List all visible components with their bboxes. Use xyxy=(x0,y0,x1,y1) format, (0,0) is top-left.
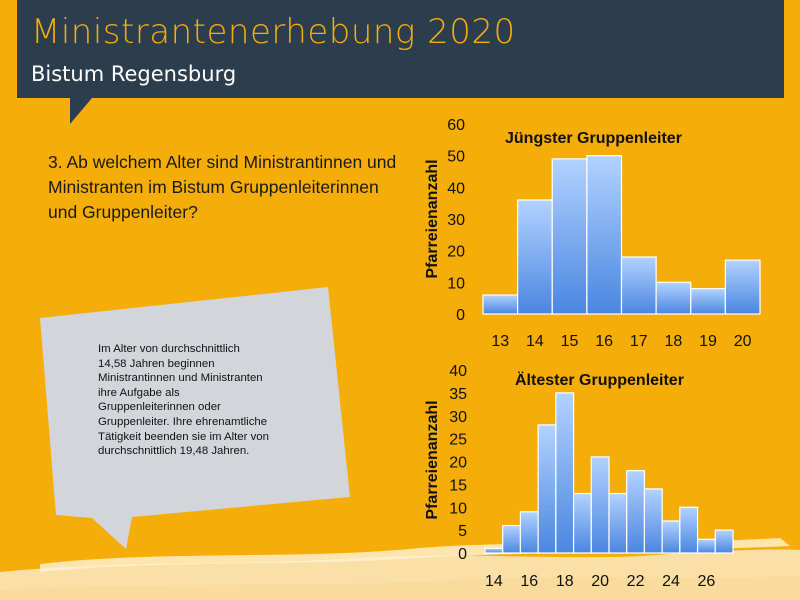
chart1-xtick-label: 20 xyxy=(734,333,752,350)
chart2-bar-26 xyxy=(696,538,716,554)
chart1-ytick-label: 60 xyxy=(447,117,465,134)
question-text: 3. Ab welchem Alter sind Ministrantinnen… xyxy=(48,152,397,222)
page-subtitle: Bistum Regensburg xyxy=(31,62,237,86)
chart1-xtick-label: 13 xyxy=(491,333,509,350)
chart2-ytick-label: 30 xyxy=(449,409,467,426)
chart-aeltester-gruppenleiter: 0 5 10 15 20 25 30 35 40 14 16 18 20 22 24 26 Ältester… xyxy=(424,363,734,590)
chart2-bar-25 xyxy=(679,506,699,554)
chart-juengster-gruppenleiter: 0 10 20 30 40 50 60 13 14 15 16 17 18 19 20 Jüngster … xyxy=(424,117,761,350)
chart1-xtick-label: 16 xyxy=(595,333,613,350)
speech-bubble-shape xyxy=(40,287,350,549)
chart2-bar-19 xyxy=(572,492,592,554)
chart1-ytick-label: 50 xyxy=(447,149,465,166)
chart2-bar-17 xyxy=(537,424,557,554)
chart1-xtick-label: 14 xyxy=(526,333,544,350)
chart1-bar-16 xyxy=(586,155,623,315)
chart2-title: Ältester Gruppenleiter xyxy=(515,371,684,389)
chart1-bar-19 xyxy=(690,288,726,315)
chart1-bar-18 xyxy=(655,281,692,315)
chart2-bar-21 xyxy=(608,492,628,554)
header-callout-tail xyxy=(70,98,92,124)
chart1-xtick-label: 17 xyxy=(630,333,648,350)
chart2-bar-24 xyxy=(661,520,681,554)
chart1-xtick-label: 18 xyxy=(665,333,683,350)
chart2-ytick-label: 20 xyxy=(449,455,467,472)
chart1-bar-17 xyxy=(620,256,657,315)
chart2-ytick-label: 25 xyxy=(449,432,467,449)
chart1-xtick-label: 19 xyxy=(699,333,717,350)
chart2-ytick-label: 40 xyxy=(449,363,467,380)
page-title: Ministrantenerhebung 2020 xyxy=(31,12,516,52)
chart2-bar-16 xyxy=(519,511,539,554)
chart1-ytick-label: 20 xyxy=(447,244,465,261)
chart1-bar-13 xyxy=(482,294,519,315)
chart1-title: Jüngster Gruppenleiter xyxy=(505,130,682,147)
callout-text: Im Alter von durchschnittlich 14,58 Jahr… xyxy=(98,343,269,458)
header-bar: Ministrantenerhebung 2020 Bistum Regensb… xyxy=(17,0,784,98)
chart1-xtick-label: 15 xyxy=(561,333,579,350)
chart2-xtick-label: 22 xyxy=(627,573,645,590)
chart2-bar-15 xyxy=(502,524,522,554)
chart2-xtick-label: 14 xyxy=(485,573,503,590)
chart2-xtick-label: 24 xyxy=(662,573,680,590)
chart2-bar-18 xyxy=(555,392,575,554)
chart2-xtick-label: 26 xyxy=(698,573,716,590)
chart1-ytick-label: 30 xyxy=(447,212,465,229)
chart1-bar-20 xyxy=(724,259,761,315)
chart2-ytick-label: 15 xyxy=(449,477,467,494)
chart1-ytick-label: 0 xyxy=(456,307,465,324)
chart1-ytick-label: 10 xyxy=(447,275,465,292)
chart2-ylabel: Pfarreienanzahl xyxy=(424,400,441,519)
chart2-bar-14 xyxy=(484,547,504,554)
chart2-bar-27 xyxy=(714,529,734,554)
chart2-xtick-label: 18 xyxy=(556,573,574,590)
chart2-bar-23 xyxy=(643,488,663,554)
chart1-ylabel: Pfarreienanzahl xyxy=(424,159,441,278)
chart1-ytick-label: 40 xyxy=(447,180,465,197)
chart2-xtick-label: 20 xyxy=(591,573,609,590)
chart2-ytick-label: 10 xyxy=(449,500,467,517)
chart2-ytick-label: 5 xyxy=(458,523,467,540)
chart1-bar-14 xyxy=(517,199,553,315)
chart2-ytick-label: 0 xyxy=(458,546,467,563)
chart2-ytick-label: 35 xyxy=(449,386,467,403)
chart2-bar-22 xyxy=(626,470,646,554)
chart1-bar-15 xyxy=(551,158,588,315)
chart2-xtick-label: 16 xyxy=(520,573,538,590)
chart2-bar-20 xyxy=(590,456,610,554)
